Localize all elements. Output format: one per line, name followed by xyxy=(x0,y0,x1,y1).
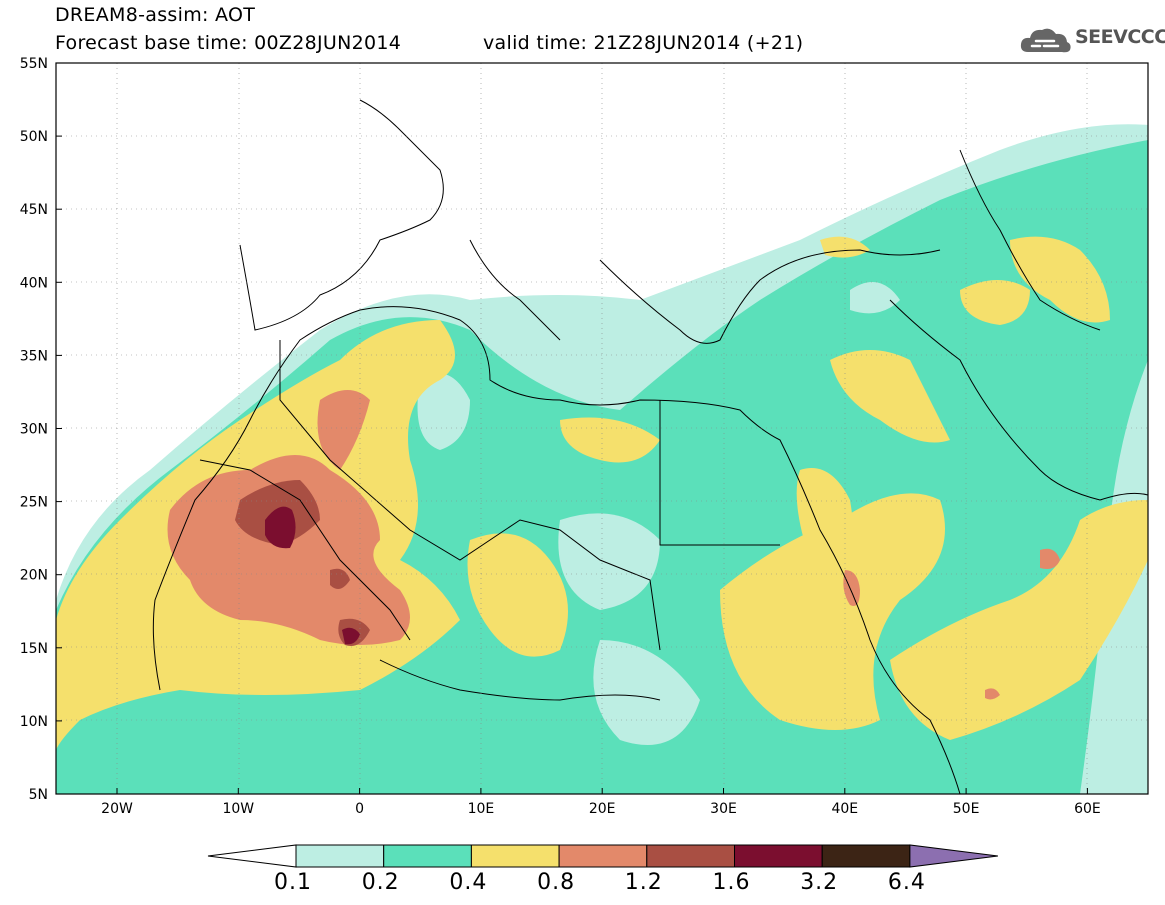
colorbar-label: 1.2 xyxy=(624,870,663,895)
colorbar-swatch xyxy=(558,844,648,868)
forecast-base-time: Forecast base time: 00Z28JUN2014 xyxy=(55,32,402,54)
coastlines xyxy=(152,99,1148,794)
logo-text: SEEVCCC xyxy=(1075,26,1165,48)
latitude-label: 25N xyxy=(20,495,48,511)
longitude-label: 60E xyxy=(1074,801,1101,817)
cloud-logo-icon xyxy=(1020,28,1071,53)
latitude-label: 55N xyxy=(20,56,48,72)
colorbar-swatch xyxy=(734,844,823,868)
colorbar-swatch xyxy=(383,844,472,868)
colorbar-label: 0.4 xyxy=(449,870,488,895)
latitude-label: 45N xyxy=(20,202,48,218)
colorbar-label: 3.2 xyxy=(800,870,839,895)
longitude-label: 0 xyxy=(355,801,364,817)
colorbar-swatch xyxy=(295,844,385,868)
longitude-label: 50E xyxy=(953,801,980,817)
colorbar-arrow-low xyxy=(207,844,297,868)
map-title: DREAM8-assim: AOT xyxy=(55,4,256,26)
colorbar-label: 1.6 xyxy=(712,870,751,895)
latitude-label: 20N xyxy=(20,568,48,584)
colorbar xyxy=(207,844,998,868)
latitude-label: 15N xyxy=(20,641,48,657)
colorbar-swatch xyxy=(646,844,735,868)
longitude-label: 10W xyxy=(222,801,254,817)
longitude-label: 10E xyxy=(468,801,495,817)
longitude-label: 20W xyxy=(101,801,133,817)
valid-time: valid time: 21Z28JUN2014 (+21) xyxy=(483,32,804,54)
latitude-label: 40N xyxy=(20,275,48,291)
latitude-label: 10N xyxy=(20,714,48,730)
colorbar-swatch xyxy=(821,844,911,868)
longitude-label: 40E xyxy=(831,801,858,817)
colorbar-label: 0.1 xyxy=(274,870,312,895)
longitude-labels: 20W 10W 0 10E 20E 30E 40E 50E 60E xyxy=(101,788,1101,817)
latitude-labels: 55N 50N 45N 40N 35N 30N 25N 20N 15N 10N 5N xyxy=(20,56,62,803)
colorbar-label: 6.4 xyxy=(887,870,926,895)
colorbar-arrow-high xyxy=(909,844,998,868)
colorbar-swatch xyxy=(470,844,560,868)
latitude-label: 30N xyxy=(20,422,48,438)
latitude-label: 35N xyxy=(20,348,48,364)
latitude-label: 50N xyxy=(20,129,48,145)
colorbar-label: 0.8 xyxy=(537,870,576,895)
latitude-label: 5N xyxy=(29,787,48,803)
colorbar-label: 0.2 xyxy=(361,870,400,895)
longitude-label: 20E xyxy=(589,801,616,817)
graticule xyxy=(56,63,1148,794)
longitude-label: 30E xyxy=(710,801,737,817)
